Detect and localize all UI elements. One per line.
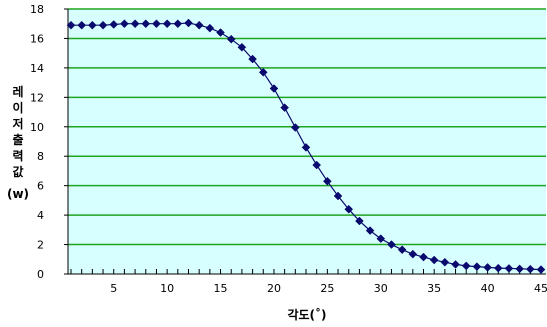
x-tick-labels: 5 10 15 20 25 30 35 40 45 bbox=[110, 282, 547, 295]
data-point-44 bbox=[525, 264, 535, 274]
data-point-29 bbox=[365, 226, 375, 235]
data-point-15 bbox=[216, 28, 225, 37]
x-tick-label-30: 30 bbox=[374, 282, 388, 295]
data-point-23 bbox=[301, 143, 311, 152]
y-tick-label-4: 4 bbox=[37, 209, 44, 222]
data-point-37 bbox=[451, 260, 460, 269]
y-tick-label-2: 2 bbox=[37, 239, 44, 252]
data-point-45 bbox=[536, 265, 546, 274]
data-point-43 bbox=[515, 264, 524, 274]
data-point-3 bbox=[88, 20, 97, 30]
y-tick-label-18: 18 bbox=[30, 3, 44, 16]
data-point-19 bbox=[258, 67, 268, 77]
data-point-31 bbox=[387, 240, 396, 249]
data-point-1 bbox=[66, 20, 76, 30]
data-point-32 bbox=[397, 245, 407, 255]
y-axis-title-char: 출 bbox=[12, 132, 23, 147]
y-tick-label-12: 12 bbox=[30, 91, 44, 104]
y-tick-label-8: 8 bbox=[37, 150, 44, 163]
data-point-20 bbox=[269, 84, 279, 93]
x-tick-label-5: 5 bbox=[110, 282, 117, 295]
y-axis-title-char: 저 bbox=[12, 116, 23, 131]
data-point-4 bbox=[98, 20, 108, 30]
data-point-10 bbox=[162, 19, 172, 29]
data-point-38 bbox=[461, 261, 471, 271]
data-point-30 bbox=[376, 234, 386, 244]
data-point-12 bbox=[184, 18, 193, 28]
data-point-6 bbox=[120, 19, 129, 29]
data-point-41 bbox=[493, 263, 503, 273]
grid-lines bbox=[68, 8, 546, 246]
x-tick-label-10: 10 bbox=[160, 282, 174, 295]
data-point-33 bbox=[408, 249, 418, 259]
x-axis-title: 각도(˚) bbox=[287, 307, 326, 322]
data-point-2 bbox=[77, 20, 87, 30]
y-tick-label-14: 14 bbox=[30, 62, 44, 75]
data-point-42 bbox=[504, 264, 514, 273]
data-point-17 bbox=[237, 42, 247, 52]
x-tick-label-25: 25 bbox=[320, 282, 334, 295]
y-axis-title-char: 레 bbox=[12, 84, 23, 99]
axis-ticks bbox=[64, 8, 546, 275]
data-point-16 bbox=[226, 34, 236, 44]
y-tick-label-16: 16 bbox=[30, 32, 44, 45]
data-point-25 bbox=[323, 176, 332, 186]
x-tick-label-40: 40 bbox=[481, 282, 495, 295]
y-tick-label-10: 10 bbox=[30, 121, 44, 134]
data-point-22 bbox=[290, 123, 300, 132]
x-tick-label-35: 35 bbox=[427, 282, 441, 295]
data-point-11 bbox=[173, 19, 183, 29]
data-point-40 bbox=[483, 263, 492, 272]
data-point-13 bbox=[194, 20, 204, 30]
data-point-39 bbox=[472, 262, 482, 271]
data-point-28 bbox=[355, 216, 364, 226]
x-tick-label-20: 20 bbox=[267, 282, 281, 295]
data-point-14 bbox=[205, 23, 215, 33]
data-point-34 bbox=[419, 252, 428, 262]
y-tick-label-0: 0 bbox=[37, 268, 44, 281]
y-axis-title-char: 값 bbox=[12, 165, 23, 179]
series-markers bbox=[66, 18, 546, 274]
data-point-26 bbox=[333, 191, 343, 201]
data-point-27 bbox=[344, 204, 354, 214]
data-point-8 bbox=[141, 19, 151, 29]
y-tick-label-6: 6 bbox=[37, 180, 44, 193]
data-point-24 bbox=[312, 160, 322, 170]
data-point-7 bbox=[130, 19, 140, 29]
y-axis-title-char: 력 bbox=[12, 149, 23, 163]
data-point-36 bbox=[440, 257, 450, 267]
data-point-18 bbox=[248, 54, 257, 64]
x-tick-label-45: 45 bbox=[534, 282, 547, 295]
data-point-9 bbox=[152, 19, 161, 29]
y-axis-title-char: 이 bbox=[12, 100, 23, 115]
x-tick-label-15: 15 bbox=[214, 282, 228, 295]
y-tick-labels: 0 2 4 6 8 10 12 14 16 18 bbox=[30, 3, 44, 281]
plot-area-background bbox=[68, 9, 546, 274]
data-point-5 bbox=[109, 20, 119, 29]
data-point-21 bbox=[280, 103, 289, 112]
y-axis-unit: (w) bbox=[7, 187, 29, 201]
data-point-35 bbox=[429, 255, 439, 265]
